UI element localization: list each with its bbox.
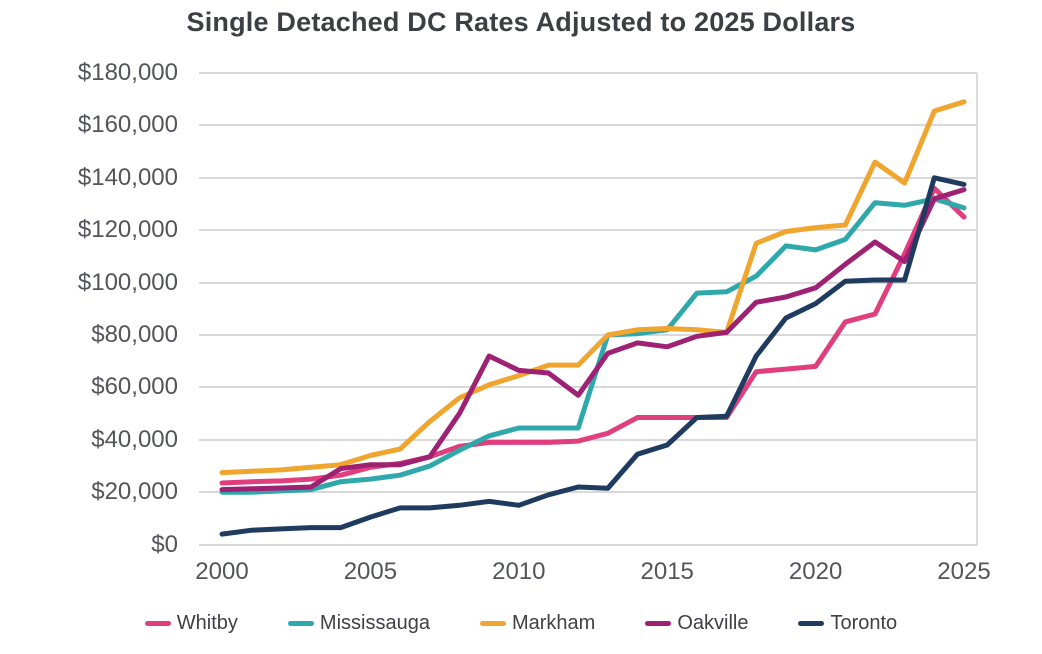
y-axis-tick-label: $20,000 [91,478,178,506]
series-line-markham [219,99,967,476]
series-line-whitby [219,185,967,486]
legend-swatch-icon [144,621,171,626]
legend-label: Mississauga [319,612,430,634]
x-axis-tick-label: 2005 [343,558,398,585]
legend-item-oakville: Oakville [645,612,748,635]
legend-item-whitby: Whitby [144,612,238,635]
y-gridline [199,543,977,546]
chart-title: Single Detached DC Rates Adjusted to 202… [186,7,856,37]
legend-swatch-icon [287,621,314,626]
y-axis-tick-label: $80,000 [91,321,178,348]
legend-item-mississauga: Mississauga [287,612,430,635]
y-axis-tick-label: $0 [151,530,178,558]
y-gridline [199,229,977,232]
y-axis-tick-label: $140,000 [77,163,178,191]
legend-item-toronto: Toronto [798,612,897,635]
legend-swatch-icon [645,621,672,626]
legend-item-markham: Markham [479,612,596,635]
y-axis-tick-label: $160,000 [77,111,178,139]
y-axis-tick-label: $120,000 [77,216,178,244]
legend-swatch-icon [479,621,506,626]
legend-label: Whitby [176,612,238,634]
y-gridline [199,281,977,284]
series-line-oakville [219,187,967,493]
x-axis-tick-label: 2020 [788,558,843,585]
y-axis-tick-label: $40,000 [91,425,178,453]
legend-label: Markham [511,612,596,634]
series-line-toronto [219,175,967,537]
y-gridline [199,124,977,127]
x-axis-tick-label: 2025 [937,558,991,585]
y-axis-tick-label: $100,000 [77,268,178,296]
plot-right-border [976,73,978,545]
y-axis-tick-label: $60,000 [91,373,178,401]
legend-label: Toronto [830,612,898,634]
y-gridline [199,491,977,494]
legend: Whitby Mississauga Markham Oakville Toronto [0,612,1042,635]
x-axis-tick-label: 2010 [492,558,546,585]
y-gridline [199,386,977,389]
y-gridline [199,176,977,179]
x-axis-tick-label: 2015 [640,558,694,585]
series-line-mississauga [219,196,967,495]
y-axis-tick-label: $180,000 [77,59,178,86]
y-gridline [199,334,977,336]
x-axis-tick-label: 2000 [195,558,249,585]
legend-swatch-icon [798,621,825,626]
legend-label: Oakville [677,612,749,634]
y-gridline [199,72,977,74]
